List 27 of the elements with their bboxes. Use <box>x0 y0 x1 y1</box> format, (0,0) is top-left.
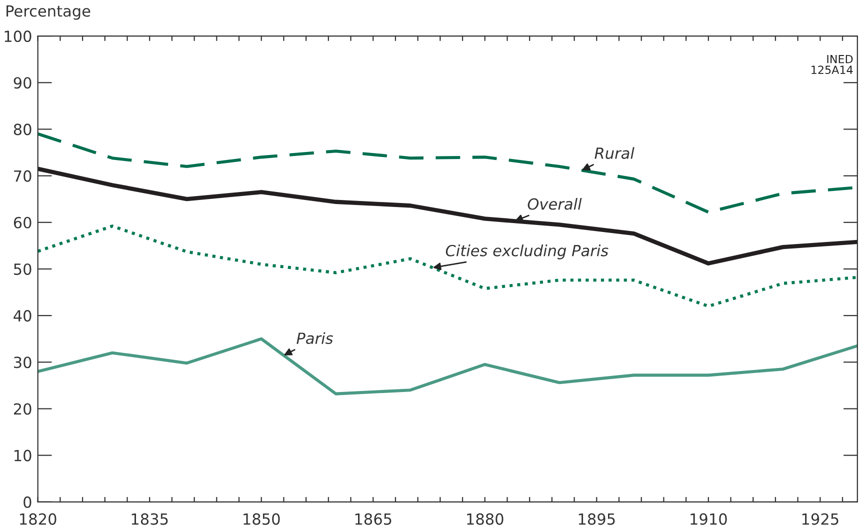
annotation: INED 125A14 <box>812 55 853 74</box>
y-tick-label: 20 <box>14 403 32 415</box>
line-series <box>38 166 858 266</box>
y-tick-label: 0 <box>24 496 32 508</box>
y-tick-label: 40 <box>14 310 32 322</box>
line-series <box>38 224 858 308</box>
x-tick-label: 1865 <box>355 513 392 525</box>
series-label: Cities excluding Paris <box>446 244 608 260</box>
x-tick-label: 1925 <box>802 513 838 525</box>
series-label: Paris <box>296 332 333 344</box>
x-tick-label: 1850 <box>244 513 280 525</box>
x-tick-label: 1910 <box>690 513 727 525</box>
y-tick-label: 80 <box>14 124 32 136</box>
y-tick-label: 60 <box>14 216 32 228</box>
y-tick-label: 70 <box>14 170 32 182</box>
x-tick-label: 1880 <box>467 513 504 525</box>
x-tick-label: 1835 <box>132 513 168 525</box>
y-tick-label: 10 <box>14 450 32 462</box>
series-label: Overall <box>528 198 582 210</box>
y-tick-label: 30 <box>14 356 32 368</box>
y-axis-title: Percentage <box>6 5 90 20</box>
y-tick-label: 100 <box>4 30 32 42</box>
series-label: Rural <box>594 147 634 159</box>
y-tick-label: 50 <box>14 263 32 275</box>
x-tick-label: 1895 <box>578 513 615 525</box>
x-tick-label: 1820 <box>20 513 56 525</box>
y-tick-label: 90 <box>14 77 32 89</box>
